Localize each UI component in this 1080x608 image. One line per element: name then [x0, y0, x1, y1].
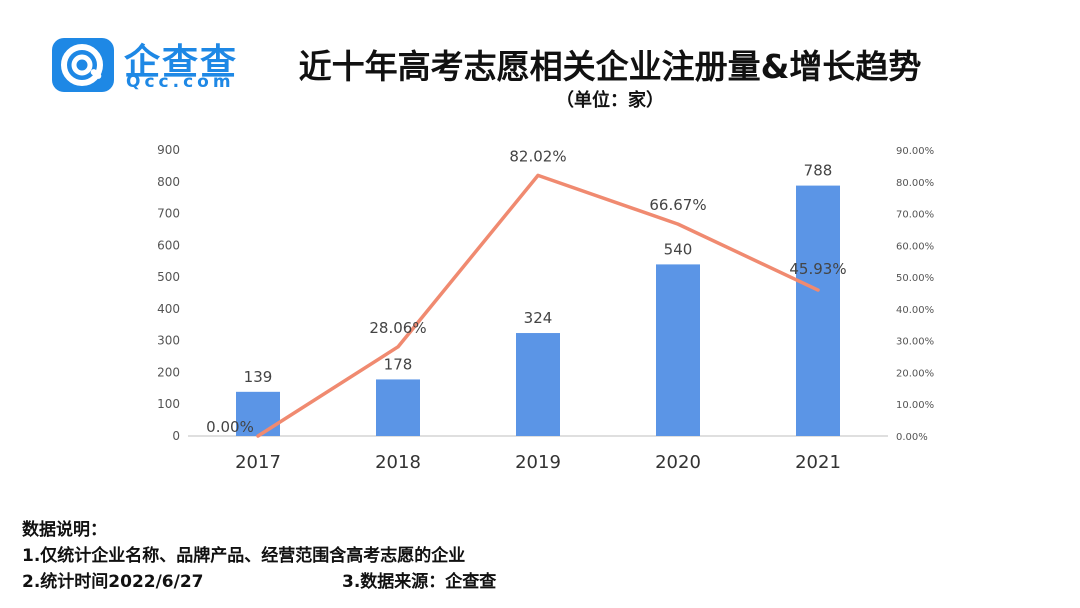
notes-line-2: 2.统计时间2022/6/27	[22, 572, 204, 592]
bar	[796, 185, 840, 436]
x-tick-label: 2018	[375, 452, 421, 473]
y-right-tick-label: 60.00%	[896, 241, 934, 252]
growth-point	[536, 173, 540, 177]
y-right-tick-label: 80.00%	[896, 178, 934, 189]
bar	[516, 333, 560, 436]
x-tick-label: 2020	[655, 452, 701, 473]
brand-name-cn: 企查查	[124, 42, 239, 83]
growth-value-label: 28.06%	[369, 319, 426, 337]
notes-line-1: 1.仅统计企业名称、品牌产品、经营范围含高考志愿的企业	[22, 546, 466, 566]
y-left-tick-label: 500	[157, 270, 180, 284]
y-left-tick-label: 0	[172, 429, 180, 443]
growth-value-label: 66.67%	[649, 196, 706, 214]
y-right-tick-label: 70.00%	[896, 210, 934, 221]
bar-value-label: 139	[244, 368, 273, 386]
bar-value-label: 178	[384, 355, 413, 373]
growth-point	[816, 288, 820, 292]
growth-value-label: 45.93%	[789, 260, 846, 278]
y-left-tick-label: 200	[157, 365, 180, 379]
y-right-tick-label: 10.00%	[896, 400, 934, 411]
y-left-tick-label: 600	[157, 238, 180, 252]
magnifier-icon	[61, 44, 103, 86]
brand-name-en: Qcc.com	[126, 72, 235, 92]
growth-value-label: 0.00%	[206, 418, 254, 436]
growth-point	[396, 345, 400, 349]
y-right-tick-label: 30.00%	[896, 337, 934, 348]
y-right-tick-label: 0.00%	[896, 432, 928, 443]
chart-subtitle: （单位：家）	[556, 90, 664, 111]
x-tick-label: 2017	[235, 452, 281, 473]
y-left-tick-label: 400	[157, 302, 180, 316]
bar	[376, 379, 420, 436]
y-left-tick-label: 700	[157, 207, 180, 221]
combo-chart: 0 100 200 300 400 500 600 700 800 900 0.00% 10.00% 2…	[157, 143, 934, 473]
y-right-tick-label: 40.00%	[896, 305, 934, 316]
y-right-tick-label: 50.00%	[896, 273, 934, 284]
x-tick-label: 2019	[515, 452, 561, 473]
brand-logo	[52, 38, 114, 92]
y-right-tick-label: 20.00%	[896, 368, 934, 379]
bar-value-label: 540	[664, 240, 693, 258]
y-right-tick-label: 90.00%	[896, 146, 934, 157]
growth-point	[676, 222, 680, 226]
y-left-tick-label: 900	[157, 143, 180, 157]
x-tick-label: 2021	[795, 452, 841, 473]
notes-line-3: 3.数据来源：企查查	[342, 572, 497, 592]
bar-value-label: 324	[524, 309, 553, 327]
growth-value-label: 82.02%	[509, 147, 566, 165]
bar-value-label: 788	[804, 162, 833, 180]
bar	[656, 264, 700, 436]
y-left-tick-label: 800	[157, 175, 180, 189]
notes-heading: 数据说明：	[22, 520, 107, 540]
chart-title: 近十年高考志愿相关企业注册量&增长趋势	[298, 47, 922, 86]
data-notes: 数据说明： 1.仅统计企业名称、品牌产品、经营范围含高考志愿的企业 2.统计时间…	[22, 517, 1062, 595]
y-left-tick-label: 300	[157, 334, 180, 348]
growth-point	[256, 434, 260, 438]
y-left-tick-label: 100	[157, 397, 180, 411]
